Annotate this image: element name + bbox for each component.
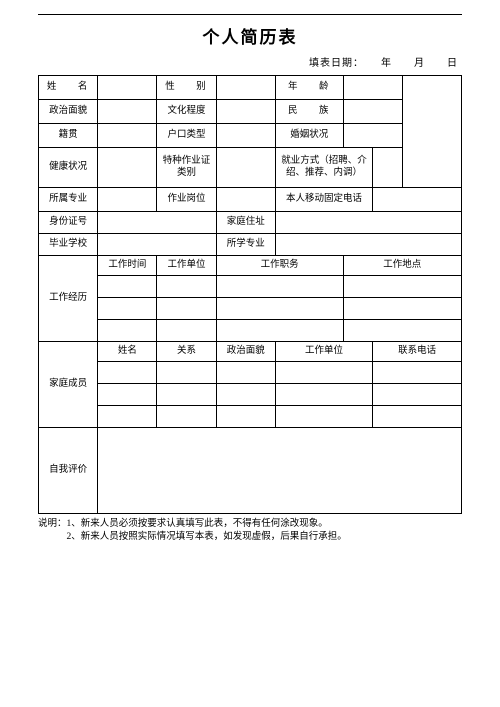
label-sex: 性 别 xyxy=(157,76,216,100)
label-fam-unit: 工作单位 xyxy=(275,342,372,362)
label-fam-phone: 联系电话 xyxy=(373,342,462,362)
fam-name-3[interactable] xyxy=(98,406,157,428)
label-home-addr: 家庭住址 xyxy=(216,212,275,234)
work-time-2[interactable] xyxy=(98,298,157,320)
label-self-eval: 自我评价 xyxy=(39,428,98,514)
field-major[interactable] xyxy=(98,188,157,212)
resume-form-table: 姓 名 性 别 年 龄 政治面貌 文化程度 民 族 籍贯 户口类型 婚姻状况 xyxy=(38,75,462,514)
label-political: 政治面貌 xyxy=(39,100,98,124)
field-name[interactable] xyxy=(98,76,157,100)
work-place-2[interactable] xyxy=(343,298,461,320)
work-place-1[interactable] xyxy=(343,276,461,298)
field-grad-school[interactable] xyxy=(98,234,216,256)
fam-rel-1[interactable] xyxy=(157,362,216,384)
field-home-addr[interactable] xyxy=(275,212,461,234)
work-duty-3[interactable] xyxy=(216,320,343,342)
label-work-unit: 工作单位 xyxy=(157,256,216,276)
top-rule xyxy=(38,14,462,15)
field-age[interactable] xyxy=(343,76,402,100)
field-education[interactable] xyxy=(216,100,275,124)
fam-rel-3[interactable] xyxy=(157,406,216,428)
label-family: 家庭成员 xyxy=(39,342,98,428)
fam-phone-2[interactable] xyxy=(373,384,462,406)
fam-unit-1[interactable] xyxy=(275,362,372,384)
fill-date-line: 填表日期： 年 月 日 xyxy=(38,54,458,69)
page-title: 个人简历表 xyxy=(38,23,462,48)
label-age: 年 龄 xyxy=(275,76,343,100)
label-employ-method: 就业方式（招聘、介绍、推荐、内调） xyxy=(275,148,372,188)
work-time-3[interactable] xyxy=(98,320,157,342)
label-special-cert: 特种作业证类别 xyxy=(157,148,216,188)
field-political[interactable] xyxy=(98,100,157,124)
field-native[interactable] xyxy=(98,124,157,148)
notes-block: 说明：1、新来人员必须按要求认真填写此表，不得有任何涂改现象。 2、新来人员按照… xyxy=(38,518,462,545)
field-employ-method[interactable] xyxy=(373,148,403,188)
label-fam-pol: 政治面貌 xyxy=(216,342,275,362)
label-health: 健康状况 xyxy=(39,148,98,188)
field-id-no[interactable] xyxy=(98,212,216,234)
fam-phone-3[interactable] xyxy=(373,406,462,428)
photo-area xyxy=(402,76,461,188)
label-job-post: 作业岗位 xyxy=(157,188,216,212)
work-unit-1[interactable] xyxy=(157,276,216,298)
label-work-history: 工作经历 xyxy=(39,256,98,342)
fam-unit-2[interactable] xyxy=(275,384,372,406)
fam-pol-3[interactable] xyxy=(216,406,275,428)
field-phone[interactable] xyxy=(373,188,462,212)
label-hukou: 户口类型 xyxy=(157,124,216,148)
work-time-1[interactable] xyxy=(98,276,157,298)
label-name: 姓 名 xyxy=(39,76,98,100)
label-grad-school: 毕业学校 xyxy=(39,234,98,256)
fam-name-1[interactable] xyxy=(98,362,157,384)
field-special-cert[interactable] xyxy=(216,148,275,188)
label-fam-rel: 关系 xyxy=(157,342,216,362)
note-line-2: 2、新来人员按照实际情况填写本表，如发现虚假，后果自行承担。 xyxy=(38,531,462,544)
fam-phone-1[interactable] xyxy=(373,362,462,384)
fam-pol-2[interactable] xyxy=(216,384,275,406)
note-line-1: 说明：1、新来人员必须按要求认真填写此表，不得有任何涂改现象。 xyxy=(38,518,462,531)
fam-unit-3[interactable] xyxy=(275,406,372,428)
work-unit-2[interactable] xyxy=(157,298,216,320)
field-marital[interactable] xyxy=(343,124,402,148)
work-duty-1[interactable] xyxy=(216,276,343,298)
field-job-post[interactable] xyxy=(216,188,275,212)
label-id-no: 身份证号 xyxy=(39,212,98,234)
field-hukou[interactable] xyxy=(216,124,275,148)
field-sex[interactable] xyxy=(216,76,275,100)
label-work-time: 工作时间 xyxy=(98,256,157,276)
field-self-eval[interactable] xyxy=(98,428,462,514)
field-study-major[interactable] xyxy=(275,234,461,256)
label-work-duty: 工作职务 xyxy=(216,256,343,276)
work-duty-2[interactable] xyxy=(216,298,343,320)
label-work-place: 工作地点 xyxy=(343,256,461,276)
work-place-3[interactable] xyxy=(343,320,461,342)
fam-pol-1[interactable] xyxy=(216,362,275,384)
label-native: 籍贯 xyxy=(39,124,98,148)
field-health[interactable] xyxy=(98,148,157,188)
fam-name-2[interactable] xyxy=(98,384,157,406)
label-marital: 婚姻状况 xyxy=(275,124,343,148)
field-ethnic[interactable] xyxy=(343,100,402,124)
label-education: 文化程度 xyxy=(157,100,216,124)
label-ethnic: 民 族 xyxy=(275,100,343,124)
fam-rel-2[interactable] xyxy=(157,384,216,406)
label-study-major: 所学专业 xyxy=(216,234,275,256)
label-major: 所属专业 xyxy=(39,188,98,212)
work-unit-3[interactable] xyxy=(157,320,216,342)
label-fam-name: 姓名 xyxy=(98,342,157,362)
label-phone: 本人移动固定电话 xyxy=(275,188,372,212)
